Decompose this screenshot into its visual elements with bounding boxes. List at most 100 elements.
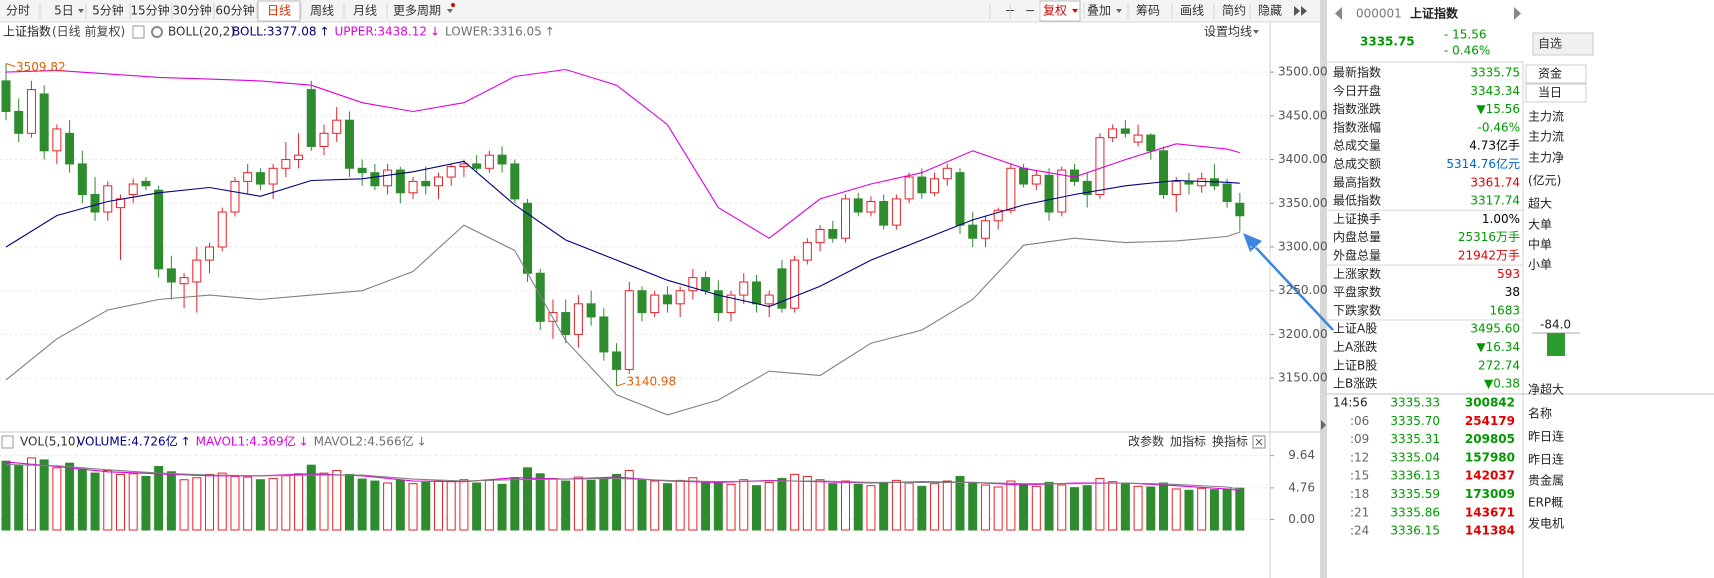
side-tab[interactable]: [1525, 83, 1587, 103]
trade-price: 3336.15: [1390, 524, 1440, 538]
trade-price: 3336.13: [1390, 469, 1440, 483]
tool-button[interactable]: 简约: [1222, 3, 1246, 18]
tool-button[interactable]: 隐藏: [1258, 4, 1282, 18]
volume-bar: [408, 483, 418, 531]
trade-price: 3335.59: [1390, 487, 1440, 501]
quote-label: 今日开盘: [1333, 83, 1381, 98]
tool-button[interactable]: 画线: [1180, 4, 1204, 18]
volume-bar: [599, 477, 609, 531]
help-icon[interactable]: [132, 25, 145, 39]
indicator-readout: UPPER:3438.12: [335, 25, 427, 39]
trade-time: :09: [1350, 432, 1369, 446]
candle-body: [281, 159, 291, 169]
side-item: 昨日连: [1528, 452, 1564, 467]
side-item: 小单: [1528, 258, 1552, 272]
prev-symbol[interactable]: [1335, 7, 1342, 20]
indicator-readout: LOWER:3316.05: [445, 25, 542, 39]
indicator-arrow: ↑: [545, 25, 555, 39]
side-item[interactable]: 当日: [1538, 86, 1562, 100]
settings-icon[interactable]: [151, 26, 163, 38]
indicator-action[interactable]: 换指标: [1212, 434, 1248, 449]
indicator-action[interactable]: 加指标: [1170, 434, 1206, 449]
quote-label: 最低指数: [1333, 193, 1381, 208]
trade-volume: 173009: [1465, 487, 1515, 501]
side-item: 中单: [1528, 237, 1552, 252]
candle-body: [90, 194, 100, 213]
volume-bar: [395, 479, 405, 531]
collapse-icon[interactable]: [1294, 6, 1300, 16]
volume-bar: [764, 481, 774, 531]
volume-bar: [688, 477, 698, 531]
quote-label: 平盘家数: [1333, 284, 1381, 299]
period-tab[interactable]: 日线: [267, 4, 291, 18]
trade-time: 14:56: [1333, 396, 1368, 410]
volume-bar: [383, 482, 393, 531]
candle-body: [980, 220, 990, 239]
period-tab-active[interactable]: [257, 0, 301, 22]
volume-bar: [561, 480, 571, 531]
volume-bar: [739, 479, 749, 531]
candle-body: [599, 316, 609, 353]
period-tab[interactable]: 30分钟: [172, 3, 211, 18]
indicator-action[interactable]: 改参数: [1128, 434, 1164, 449]
volume-bar: [1044, 481, 1054, 531]
splitter-handle[interactable]: [1321, 420, 1326, 430]
candle-body: [1108, 128, 1118, 139]
tool-button[interactable]: 筹码: [1136, 4, 1160, 18]
candle-body: [192, 259, 202, 283]
tool-button[interactable]: 叠加: [1087, 4, 1111, 18]
watchlist-button[interactable]: [1532, 32, 1594, 56]
volume-bar: [1184, 489, 1194, 531]
volume-bar: [726, 483, 736, 531]
period-tab[interactable]: 5日: [54, 4, 74, 18]
candle-body: [421, 180, 431, 187]
tool-button[interactable]: −: [1025, 4, 1035, 18]
next-symbol[interactable]: [1514, 7, 1521, 20]
candle-body: [1057, 169, 1067, 213]
bollinger-line: [5, 224, 1240, 416]
volume-bar: [1006, 480, 1016, 531]
side-item: 昨日连: [1528, 429, 1564, 444]
y-tick-label: 3400.00: [1278, 152, 1328, 166]
quote-value: 3495.60: [1470, 322, 1520, 336]
volume-bar: [1, 460, 11, 531]
period-tab[interactable]: 15分钟: [130, 3, 169, 18]
candle-body: [294, 154, 304, 161]
period-tab[interactable]: 5分钟: [92, 3, 124, 18]
side-item: 贵金属: [1528, 473, 1564, 488]
volume-readout: VOLUME:4.726亿: [77, 434, 178, 449]
period-tab[interactable]: 周线: [310, 4, 334, 18]
tool-button[interactable]: 复权: [1043, 4, 1067, 18]
volume-bar: [39, 459, 49, 531]
candle-body: [255, 172, 265, 185]
period-tab[interactable]: 月线: [353, 4, 377, 18]
trade-time: :18: [1350, 487, 1369, 501]
ma-setting[interactable]: 设置均线: [1204, 25, 1252, 39]
candle-body: [815, 229, 825, 244]
period-tab[interactable]: 60分钟: [215, 3, 254, 18]
close-icon[interactable]: [1255, 438, 1263, 446]
volume-bar: [1197, 487, 1207, 531]
candle-body: [1197, 178, 1207, 187]
period-tab[interactable]: 分时: [6, 4, 30, 18]
volume-bar: [1235, 487, 1245, 531]
collapse-icon[interactable]: [1301, 6, 1307, 16]
candle-body: [370, 172, 380, 187]
watchlist-label[interactable]: 自选: [1538, 37, 1562, 51]
candle-body: [383, 169, 393, 187]
volume-bar: [459, 479, 469, 531]
y-tick-label: 3200.00: [1278, 327, 1328, 341]
callout-arrow: [1244, 235, 1334, 331]
panel-splitter[interactable]: [1320, 0, 1327, 578]
volume-bar: [472, 482, 482, 531]
trade-price: 3335.70: [1390, 414, 1440, 428]
period-tab[interactable]: 更多周期: [393, 4, 441, 18]
trade-time: :21: [1350, 505, 1369, 519]
help-icon[interactable]: [1, 435, 14, 449]
quote-value: 21942万手: [1458, 249, 1520, 263]
side-tab[interactable]: [1525, 64, 1587, 84]
candle-body: [179, 277, 189, 285]
side-item[interactable]: 资金: [1538, 66, 1562, 81]
volume-bar: [1133, 485, 1143, 531]
extreme-label: 3140.98: [627, 375, 677, 389]
